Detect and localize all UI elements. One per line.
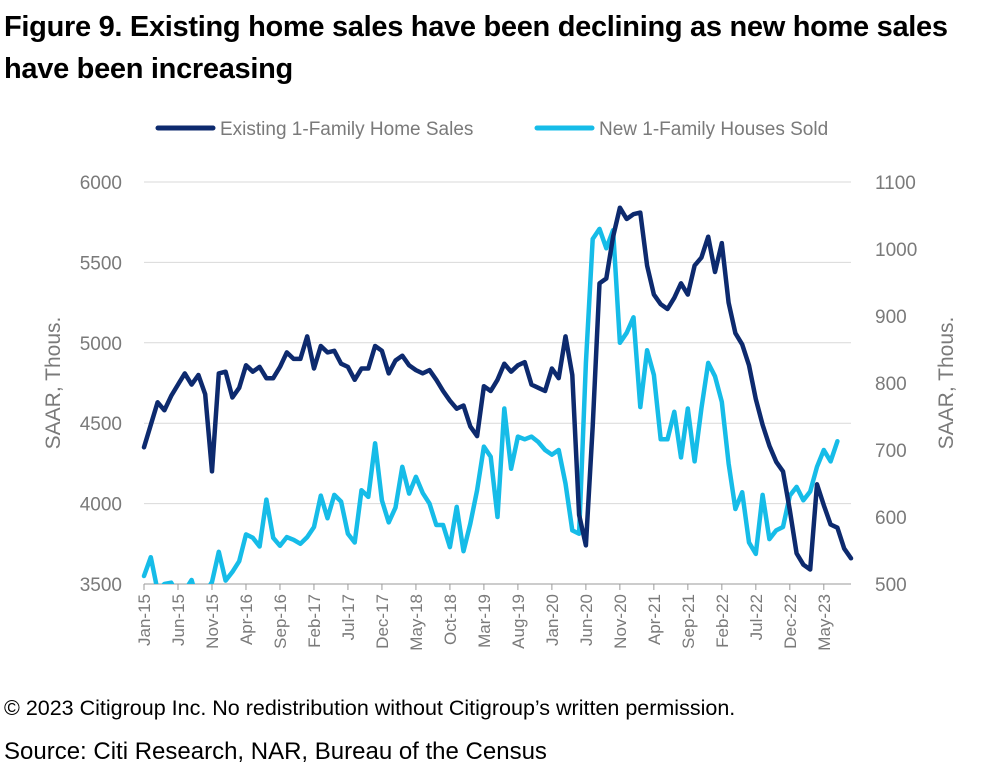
x-tick-label: May-18 <box>407 594 426 651</box>
chart-title: Figure 9. Existing home sales have been … <box>4 11 948 85</box>
x-tick-label: Jun-15 <box>169 594 188 646</box>
x-tick-label: Nov-20 <box>611 594 630 649</box>
right-tick-label: 1100 <box>875 173 916 194</box>
legend: Existing 1-Family Home Sales New 1-Family… <box>155 119 828 140</box>
x-tick-label: Dec-17 <box>373 594 392 649</box>
x-tick-label: Sep-21 <box>679 594 698 649</box>
right-tick-label: 800 <box>875 374 907 395</box>
x-tick-label: Oct-18 <box>441 594 460 645</box>
x-tick-label: Aug-19 <box>509 594 528 649</box>
copyright-note: © 2023 Citigroup Inc. No redistribution … <box>4 696 736 720</box>
x-tick-label: May-23 <box>815 594 834 651</box>
series-line-existing-home-sales <box>141 205 854 572</box>
x-tick-label: Jan-15 <box>135 594 154 646</box>
right-axis-label: SAAR, Thous. <box>935 317 958 450</box>
line-chart: 3500 4000 4500 5000 5500 6000 500 600 700 800 900… <box>42 119 958 651</box>
x-axis: Jan-15 Jun-15 Nov-15 Apr-16 Sep-16 Feb-17 Jul-… <box>135 583 851 651</box>
left-tick-label: 5500 <box>80 253 122 274</box>
right-tick-label: 700 <box>875 441 907 462</box>
left-tick-label: 6000 <box>80 173 122 194</box>
left-axis-label: SAAR, Thous. <box>42 317 65 450</box>
x-tick-label: Sep-16 <box>271 594 290 649</box>
x-tick-label: Feb-22 <box>713 594 732 648</box>
series <box>141 205 854 584</box>
left-tick-label: 4500 <box>80 414 122 435</box>
x-tick-label: Jul-22 <box>747 594 766 640</box>
left-tick-label: 3500 <box>80 575 122 596</box>
right-y-axis: 500 600 700 800 900 1000 1100 <box>875 173 917 596</box>
series-line-new-houses-sold <box>141 226 840 584</box>
x-tick-label: Feb-17 <box>305 594 324 648</box>
source-note: Source: Citi Research, NAR, Bureau of th… <box>4 738 547 765</box>
legend-label: New 1-Family Houses Sold <box>599 119 828 140</box>
x-tick-label: Jan-20 <box>543 594 562 646</box>
right-tick-label: 500 <box>875 575 907 596</box>
left-y-axis: 3500 4000 4500 5000 5500 6000 <box>80 173 122 596</box>
x-tick-label: Nov-15 <box>203 594 222 649</box>
left-tick-label: 4000 <box>80 495 122 516</box>
x-tick-label: Apr-21 <box>645 594 664 645</box>
right-tick-label: 600 <box>875 508 907 529</box>
right-tick-label: 1000 <box>875 240 917 261</box>
right-tick-label: 900 <box>875 307 907 328</box>
left-tick-label: 5000 <box>80 334 122 355</box>
x-tick-label: Dec-22 <box>781 594 800 649</box>
legend-label: Existing 1-Family Home Sales <box>220 119 473 140</box>
x-tick-label: Apr-16 <box>237 594 256 645</box>
x-tick-label: Mar-19 <box>475 594 494 648</box>
x-tick-label: Jul-17 <box>339 594 358 640</box>
x-tick-label: Jun-20 <box>577 594 596 646</box>
